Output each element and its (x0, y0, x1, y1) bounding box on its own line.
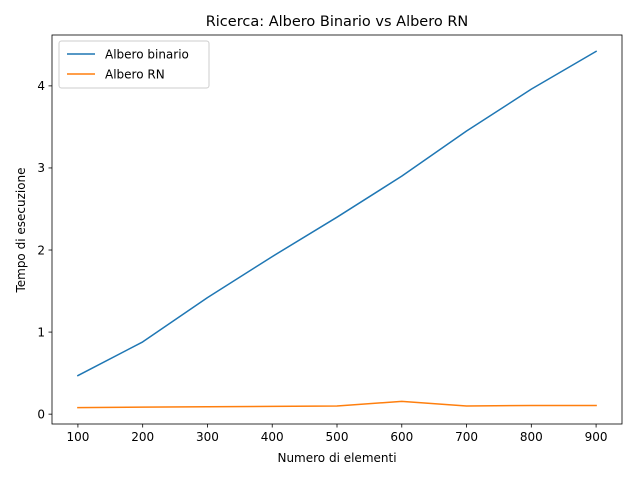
x-tick-label: 900 (585, 430, 608, 444)
y-axis-label: Tempo di esecuzione (14, 167, 28, 293)
legend-box (58, 40, 210, 89)
y-tick-label: 3 (37, 161, 45, 175)
x-tick-label: 500 (326, 430, 349, 444)
x-tick-label: 400 (261, 430, 284, 444)
y-tick-label: 0 (37, 407, 45, 421)
x-tick-label: 800 (520, 430, 543, 444)
x-tick-label: 700 (455, 430, 478, 444)
legend-label-2: Albero RN (105, 67, 165, 81)
legend-label-1: Albero binario (105, 47, 189, 61)
chart-title: Ricerca: Albero Binario vs Albero RN (206, 14, 469, 30)
x-tick-label: 600 (390, 430, 413, 444)
y-tick-label: 4 (37, 79, 45, 93)
x-tick-label: 300 (196, 430, 219, 444)
x-tick-label: 200 (131, 430, 154, 444)
legend: Albero binario Albero RN (58, 40, 210, 89)
series-line-1 (76, 50, 598, 377)
series-line-2 (77, 400, 597, 409)
axes: 100 200 300 400 500 600 700 800 900 0 1 2 3 4 (37, 34, 623, 444)
plot-area (76, 50, 598, 409)
y-tick-label: 2 (37, 243, 45, 257)
x-tick-label: 100 (66, 430, 89, 444)
y-tick-label: 1 (37, 325, 45, 339)
x-axis-label: Numero di elementi (277, 451, 396, 465)
